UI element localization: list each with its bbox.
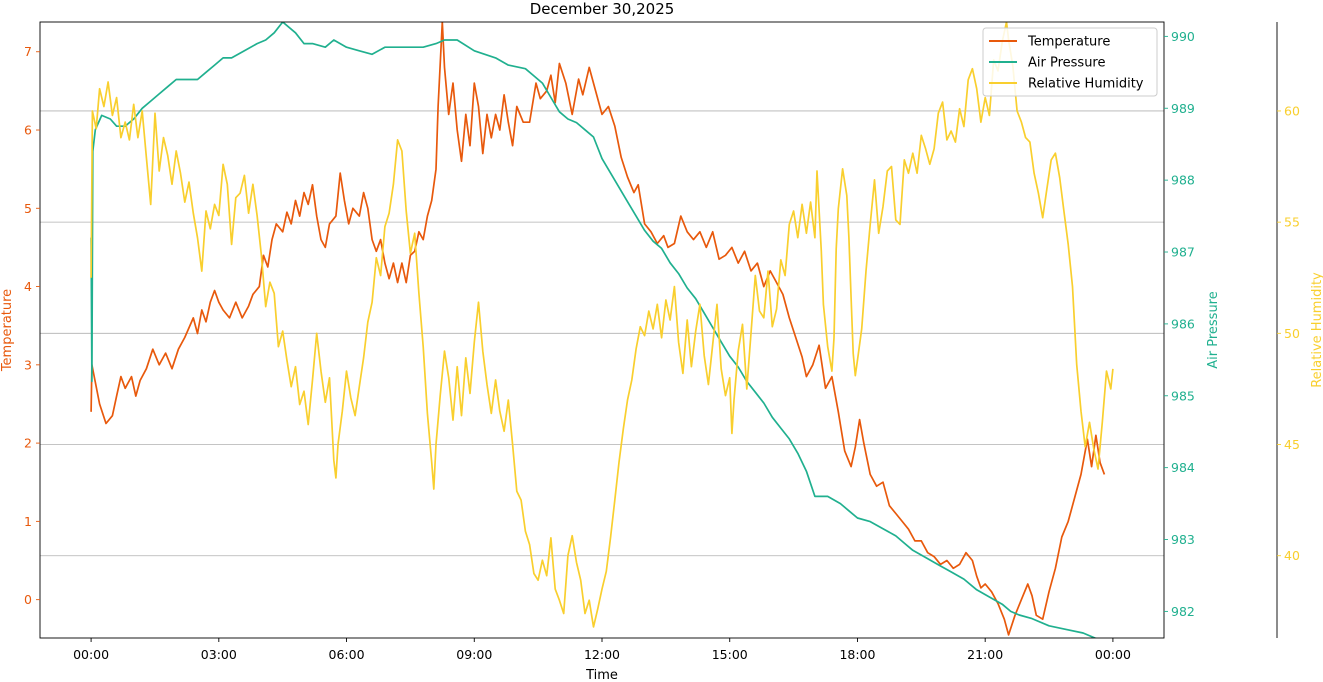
temp-tick-label: 4 xyxy=(24,279,32,294)
x-tick-label: 21:00 xyxy=(967,647,1003,662)
x-tick-label: 12:00 xyxy=(584,647,620,662)
legend-label-air-pressure: Air Pressure xyxy=(1028,56,1106,71)
temp-tick-label: 0 xyxy=(24,592,32,607)
pressure-tick-label: 983 xyxy=(1171,532,1195,547)
humidity-tick-label: 60 xyxy=(1284,103,1300,118)
temperature-axis-label: Temperature xyxy=(0,289,15,372)
pressure-tick-label: 982 xyxy=(1171,604,1195,619)
temp-tick-label: 7 xyxy=(24,44,32,59)
air-pressure-line xyxy=(90,22,1098,638)
legend-label-relative-humidity: Relative Humidity xyxy=(1028,77,1144,92)
series-lines xyxy=(90,22,1114,638)
temp-tick-label: 1 xyxy=(24,514,32,529)
humidity-axis-label: Relative Humidity xyxy=(1310,272,1323,388)
x-tick-label: 09:00 xyxy=(456,647,492,662)
gridlines xyxy=(40,110,1164,557)
x-tick-label: 18:00 xyxy=(839,647,875,662)
humidity-tick-label: 45 xyxy=(1284,437,1300,452)
pressure-tick-label: 985 xyxy=(1171,388,1195,403)
x-tick-label: 03:00 xyxy=(201,647,237,662)
temp-tick-label: 6 xyxy=(24,123,32,138)
x-tick-label: 00:00 xyxy=(73,647,109,662)
pressure-tick-label: 988 xyxy=(1171,173,1195,188)
pressure-tick-label: 984 xyxy=(1171,460,1195,475)
temp-tick-label: 5 xyxy=(24,201,32,216)
pressure-tick-label: 989 xyxy=(1171,101,1195,116)
x-tick-label: 06:00 xyxy=(329,647,365,662)
humidity-tick-label: 50 xyxy=(1284,326,1300,341)
humidity-tick-label: 55 xyxy=(1284,215,1300,230)
chart-title: December 30,2025 xyxy=(530,0,675,18)
pressure-axis-label: Air Pressure xyxy=(1206,291,1221,369)
temp-tick-label: 3 xyxy=(24,357,32,372)
pressure-tick-label: 986 xyxy=(1171,316,1195,331)
temp-tick-label: 2 xyxy=(24,436,32,451)
pressure-tick-label: 990 xyxy=(1171,29,1195,44)
axes: 00:00 03:00 06:00 09:00 12:00 15:00 18:00 21:00… xyxy=(24,29,1300,662)
legend: Temperature Air Pressure Relative Humidity xyxy=(982,27,1158,97)
humidity-tick-label: 40 xyxy=(1284,548,1300,563)
pressure-tick-label: 987 xyxy=(1171,245,1195,260)
x-axis-label: Time xyxy=(585,668,618,682)
legend-label-temperature: Temperature xyxy=(1027,35,1110,50)
legend-box xyxy=(982,27,1158,97)
relative-humidity-line xyxy=(90,22,1114,628)
x-tick-label: 15:00 xyxy=(712,647,748,662)
x-tick-label: 00:00 xyxy=(1095,647,1131,662)
